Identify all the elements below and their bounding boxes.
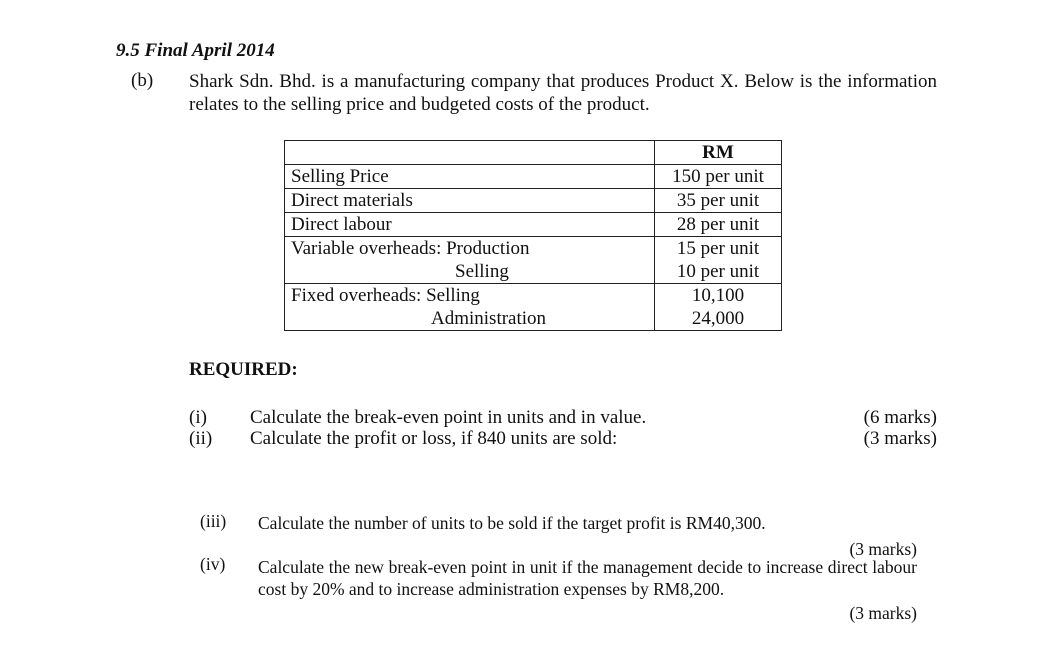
table-row: Direct labour 28 per unit [284,212,782,237]
item-marks: (3 marks) [863,428,937,449]
section-heading: 9.5 Final April 2014 [116,40,275,61]
row-label: Direct labour [284,212,655,237]
item-text: Calculate the break-even point in units … [250,407,647,428]
table-row: Fixed overheads: Selling Administration … [284,283,782,331]
item-marks: (3 marks) [849,603,917,623]
row-value: 150 per unit [654,164,782,189]
item-text: Calculate the new break-even point in un… [258,557,917,599]
row-value: 35 per unit [654,188,782,213]
row-label: Administration [431,308,547,329]
row-label: Direct materials [284,188,655,213]
item-text: Calculate the number of units to be sold… [258,513,766,533]
cost-table: RM Selling Price 150 per unit Direct mat… [284,140,782,331]
item-number: (i) [189,407,207,428]
row-value: 10,100 [691,285,745,306]
row-label: Selling [455,261,509,282]
table-row: Direct materials 35 per unit [284,188,782,213]
row-value: 15 per unit [676,238,760,259]
row-value: 28 per unit [654,212,782,237]
intro-text: Shark Sdn. Bhd. is a manufacturing compa… [189,71,937,115]
part-label: (b) [131,70,154,91]
row-label: Selling Price [284,164,655,189]
row-label: Variable overheads: Production [291,238,530,259]
table-header-row: RM [284,140,782,165]
item-number: (ii) [189,428,213,449]
item-number: (iv) [200,554,226,574]
row-value: 24,000 [691,308,745,329]
item-marks: (3 marks) [849,539,917,559]
table-row: Variable overheads: Production Selling 1… [284,236,782,284]
item-number: (iii) [200,511,227,531]
row-value: 10 per unit [676,261,760,282]
table-row: Selling Price 150 per unit [284,164,782,189]
table-header-blank [284,140,655,165]
table-header-rm: RM [654,140,782,165]
item-text: Calculate the profit or loss, if 840 uni… [250,428,618,449]
item-marks: (6 marks) [863,407,937,428]
row-label: Fixed overheads: Selling [291,285,480,306]
required-heading: REQUIRED: [189,359,298,380]
